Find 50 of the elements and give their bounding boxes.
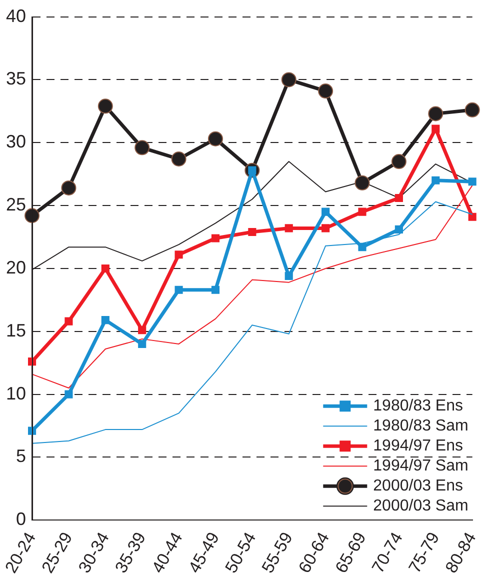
point bbox=[248, 228, 256, 236]
legend-label: 2000/03 Sam bbox=[373, 498, 468, 515]
y-tick-label: 5 bbox=[16, 446, 26, 466]
point bbox=[464, 102, 480, 118]
y-tick-label: 35 bbox=[6, 68, 26, 89]
point bbox=[64, 317, 73, 326]
y-tick-label: 40 bbox=[6, 6, 26, 26]
legend-label: 2000/03 Ens bbox=[373, 478, 464, 495]
point bbox=[432, 176, 440, 184]
y-tick-label: 20 bbox=[6, 257, 26, 278]
point bbox=[138, 326, 146, 334]
point bbox=[98, 98, 113, 114]
point bbox=[322, 224, 330, 232]
point bbox=[134, 140, 150, 156]
point bbox=[354, 175, 370, 190]
y-tick-label: 10 bbox=[6, 383, 26, 404]
point bbox=[358, 208, 366, 216]
point bbox=[428, 106, 444, 122]
point bbox=[284, 272, 293, 280]
y-tick-label: 30 bbox=[6, 132, 26, 152]
point bbox=[318, 84, 334, 99]
point bbox=[138, 340, 146, 348]
legend-label: 1994/97 Sam bbox=[373, 458, 468, 475]
y-tick-label: 25 bbox=[6, 194, 26, 215]
point bbox=[174, 286, 183, 294]
point bbox=[208, 131, 223, 146]
point bbox=[211, 234, 220, 242]
point bbox=[281, 72, 296, 88]
legend-label: 1994/97 Ens bbox=[373, 438, 464, 455]
point bbox=[394, 225, 403, 234]
point bbox=[24, 208, 40, 224]
point bbox=[468, 212, 476, 221]
y-tick-label: 0 bbox=[16, 509, 26, 530]
point bbox=[394, 194, 403, 202]
point bbox=[391, 154, 406, 170]
point bbox=[358, 243, 366, 252]
y-tick-label: 15 bbox=[6, 320, 26, 340]
point bbox=[322, 208, 330, 216]
legend-label: 1980/83 Ens bbox=[373, 398, 464, 415]
point bbox=[468, 178, 476, 186]
point bbox=[61, 180, 76, 196]
point bbox=[432, 124, 440, 133]
point bbox=[101, 316, 110, 324]
point bbox=[64, 390, 73, 398]
point bbox=[171, 151, 186, 166]
point bbox=[101, 264, 110, 273]
point bbox=[174, 250, 183, 259]
legend-label: 1980/83 Sam bbox=[373, 418, 468, 435]
point bbox=[211, 286, 220, 294]
point bbox=[284, 224, 293, 232]
